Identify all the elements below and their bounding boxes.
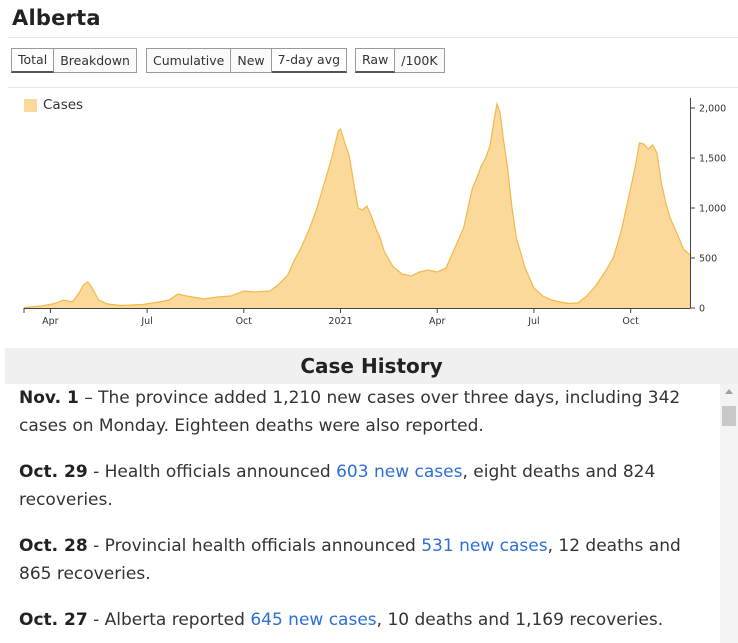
cases-chart[interactable]: Apr Jul Oct 2021 Apr Jul Oct 0 500 1,000 1,500 2,00… — [0, 90, 738, 330]
case-history-header: Case History — [5, 348, 738, 384]
x-tick-label: Jul — [527, 316, 539, 327]
y-tick-label: 0 — [699, 304, 705, 315]
entry-link[interactable]: 645 new cases — [250, 610, 377, 630]
legend-label: Cases — [43, 97, 84, 113]
entry-text: - Provincial health officials announced — [87, 536, 422, 556]
x-tick-label: Apr — [42, 316, 59, 327]
entry-text: - Alberta reported — [87, 610, 251, 630]
y-tick-label: 1,000 — [699, 204, 726, 215]
total-button[interactable]: Total — [11, 48, 55, 73]
new-button[interactable]: New — [231, 48, 272, 73]
entry-date: Nov. 1 — [19, 388, 79, 408]
entry-link[interactable]: 603 new cases — [336, 462, 463, 482]
y-tick-label: 1,500 — [699, 154, 726, 165]
x-tick-label: 2021 — [328, 316, 352, 327]
case-history-list[interactable]: Nov. 1 – The province added 1,210 new ca… — [5, 384, 720, 643]
scrollbar-thumb[interactable] — [722, 406, 736, 426]
controls-divider — [8, 87, 738, 88]
entry-text-end: , eight deaths and 824 recoveries. — [19, 462, 656, 510]
seven-day-avg-button[interactable]: 7-day avg — [271, 48, 348, 73]
x-tick-label: Jul — [140, 316, 152, 327]
raw-button[interactable]: Raw — [355, 48, 396, 73]
history-scrollbar[interactable] — [720, 384, 738, 643]
entry-date: Oct. 27 — [19, 610, 88, 630]
title-divider — [8, 37, 738, 38]
y-tick-label: 2,000 — [699, 104, 726, 115]
scale-toggle-group: Raw /100K — [355, 48, 445, 73]
metric-toggle-group: Cumulative New 7-day avg — [146, 48, 348, 73]
legend-swatch — [24, 98, 37, 112]
cumulative-button[interactable]: Cumulative — [146, 48, 232, 73]
entry-date: Oct. 28 — [19, 536, 88, 556]
cases-chart-svg: Apr Jul Oct 2021 Apr Jul Oct 0 500 1,000 1,500 2,00… — [23, 98, 726, 327]
cases-line — [23, 101, 691, 309]
entry-text-end: , 12 deaths and 865 recoveries. — [19, 536, 681, 584]
cases-area — [24, 104, 690, 308]
per-100k-button[interactable]: /100K — [395, 48, 445, 73]
breakdown-button[interactable]: Breakdown — [54, 48, 137, 73]
x-tick-label: Apr — [429, 316, 446, 327]
history-entry: Nov. 1 – The province added 1,210 new ca… — [19, 384, 709, 440]
entry-link[interactable]: 531 new cases — [421, 536, 548, 556]
history-entry: Oct. 27 - Alberta reported 645 new cases… — [19, 606, 709, 634]
y-tick-label: 500 — [699, 254, 717, 265]
entry-text: - Health officials announced — [87, 462, 337, 482]
entry-date: Oct. 29 — [19, 462, 88, 482]
entry-text: – The province added 1,210 new cases ove… — [19, 388, 681, 436]
page-title: Alberta — [12, 6, 101, 30]
view-toggle-group: Total Breakdown — [11, 48, 137, 73]
history-entry: Oct. 29 - Health officials announced 603… — [19, 458, 709, 514]
x-tick-label: Oct — [622, 316, 639, 327]
entry-text-end: , 10 deaths and 1,169 recoveries. — [376, 610, 664, 630]
chart-legend: Cases — [24, 97, 83, 113]
history-entry: Oct. 28 - Provincial health officials an… — [19, 532, 709, 588]
x-tick-label: Oct — [236, 316, 253, 327]
scroll-up-arrow-icon[interactable] — [725, 389, 733, 394]
